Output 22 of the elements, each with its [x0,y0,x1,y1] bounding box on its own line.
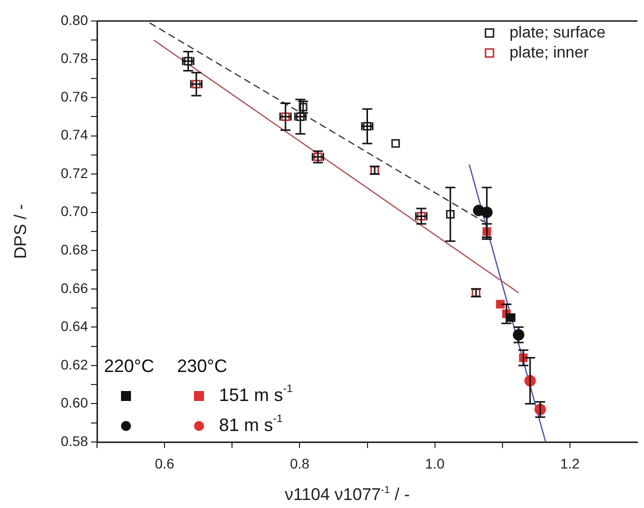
x-tick-label: 1.0 [425,455,445,472]
point [506,313,516,322]
y-tick-label: 0.62 [60,356,88,372]
x-tick-label: 0.6 [154,455,175,472]
x-tick-label: 0.8 [290,455,310,472]
y-tick-label: 0.66 [60,280,88,296]
y-tick-label: 0.80 [60,12,88,28]
legend-label: plate; surface [510,24,606,42]
x-tick-label: 1.2 [560,455,580,472]
y-tick-label: 0.74 [60,126,88,143]
y-tick-label: 0.78 [60,50,88,66]
y-tick-label: 0.60 [60,394,88,411]
y-tick-label: 0.58 [60,432,88,449]
y-axis-title: DPS / - [11,204,30,259]
annotation: 230°C [177,356,228,376]
y-tick-label: 0.68 [60,241,88,258]
y-tick-label: 0.76 [60,88,88,104]
annotation: 220°C [104,356,154,376]
y-tick-label: 0.70 [60,203,88,220]
legend-label: plate; inner [510,44,590,62]
y-tick-label: 0.64 [60,318,88,334]
y-tick-label: 0.72 [60,164,88,181]
